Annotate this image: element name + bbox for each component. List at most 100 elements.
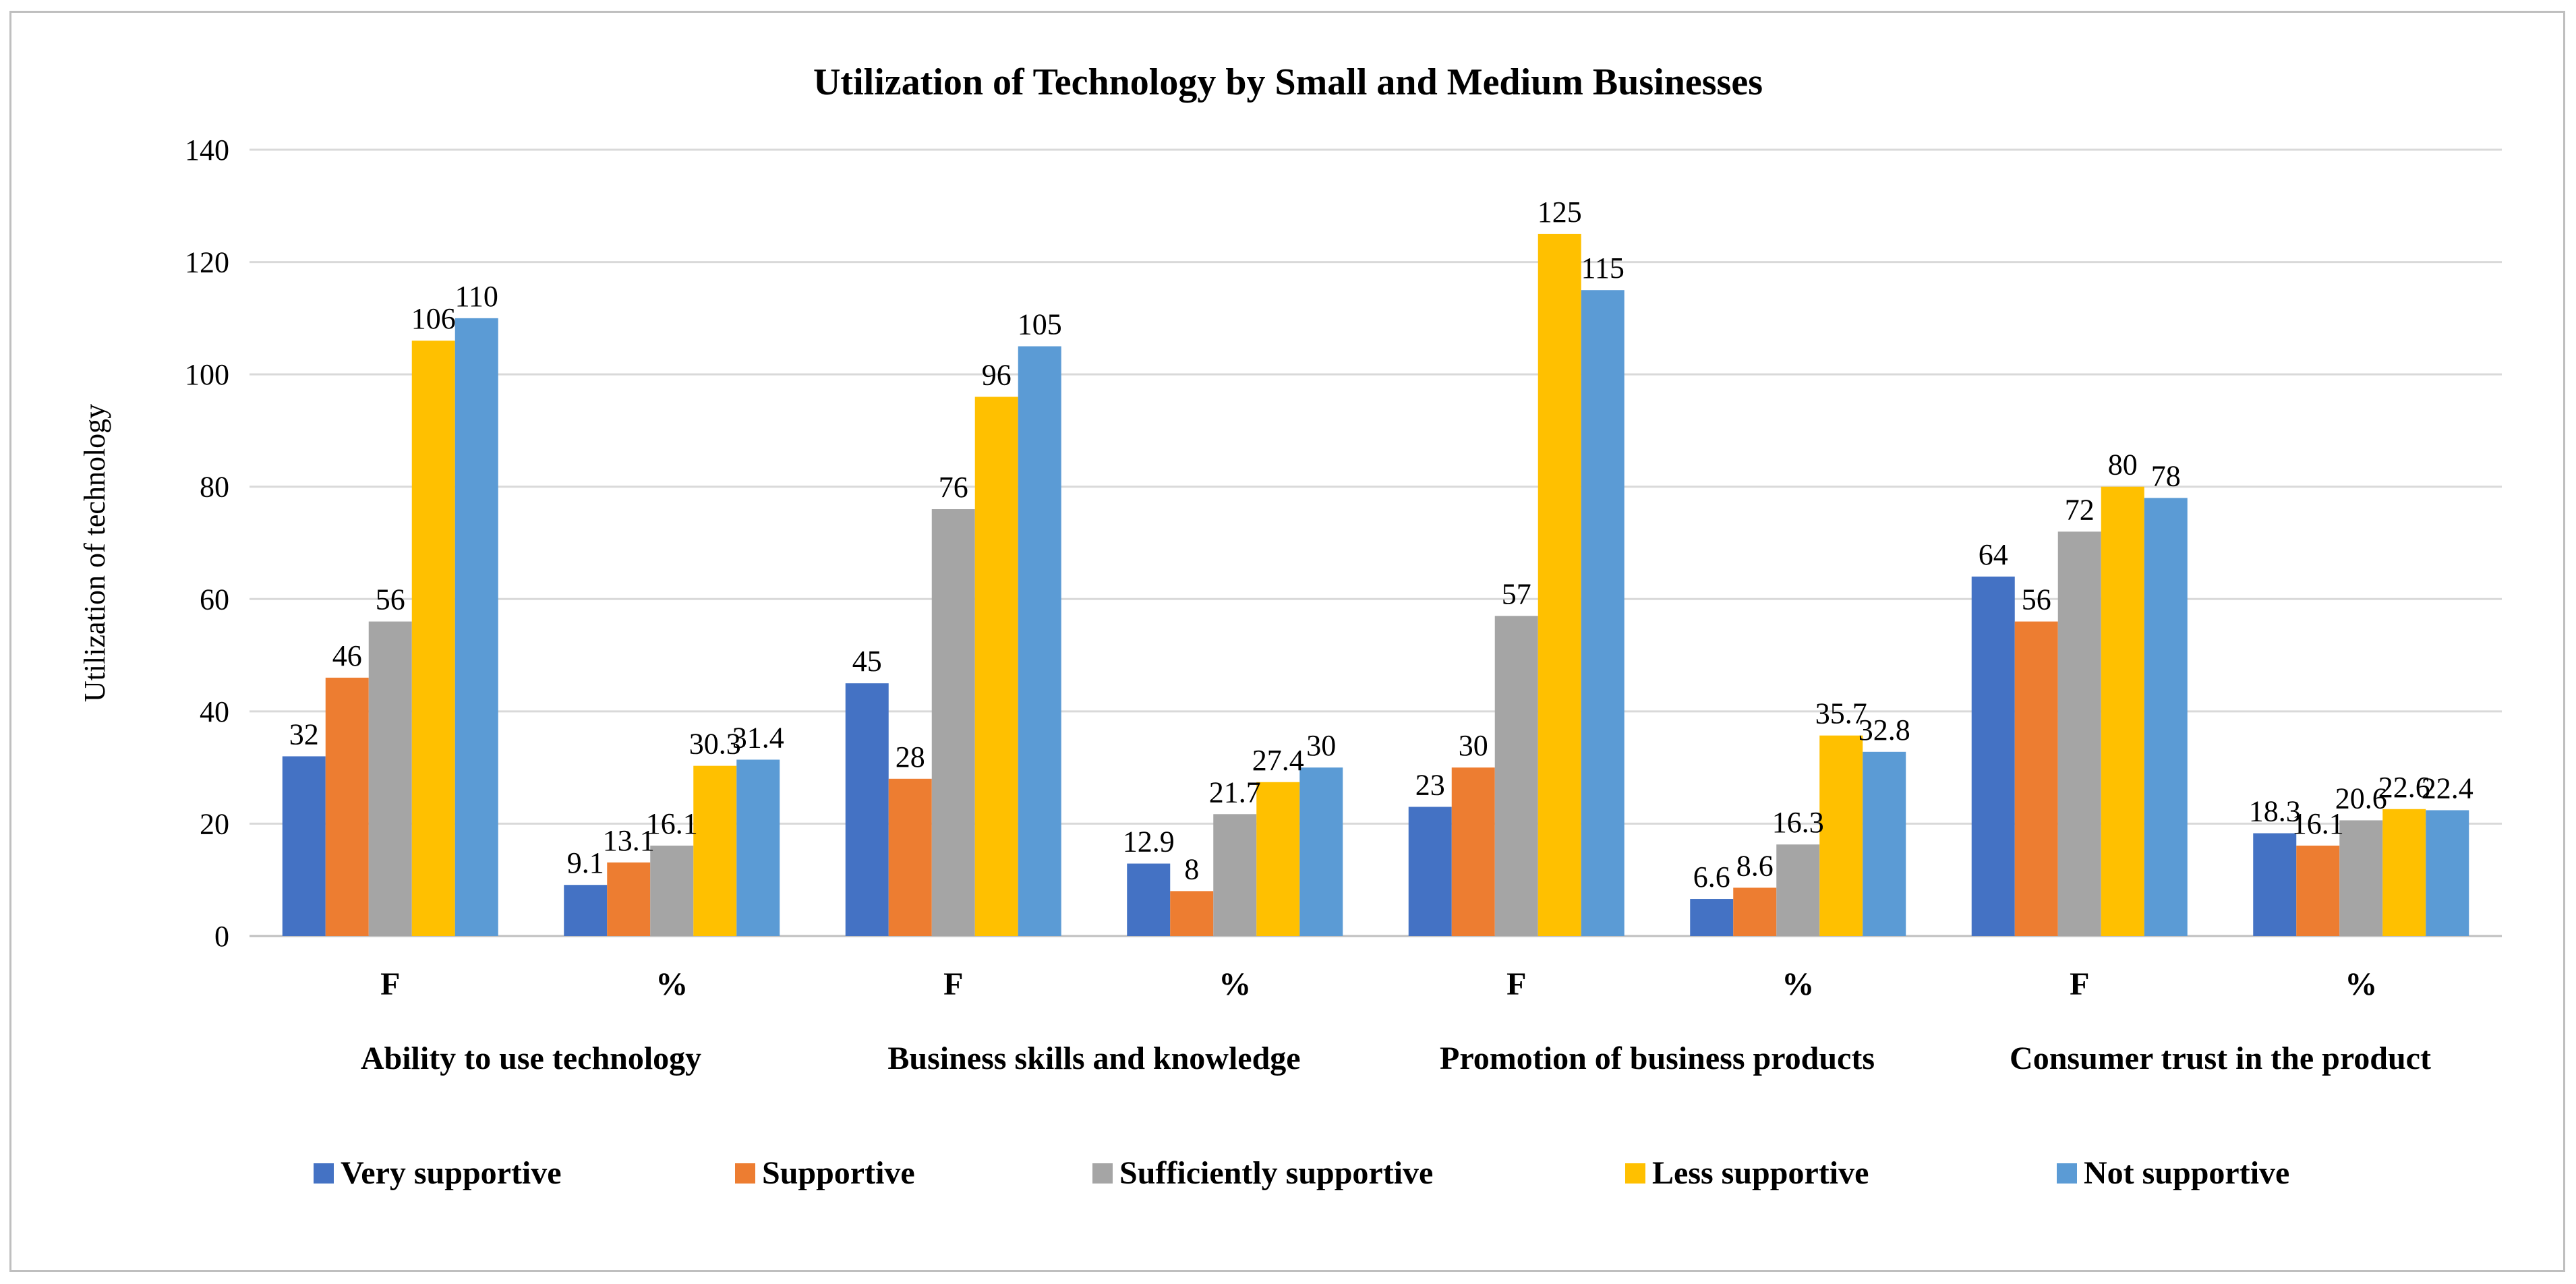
bar bbox=[1581, 290, 1624, 936]
bar bbox=[1018, 346, 1061, 936]
bar bbox=[1127, 863, 1171, 936]
legend-swatch bbox=[1625, 1163, 1645, 1184]
bar bbox=[1213, 814, 1257, 936]
y-tick-label: 80 bbox=[200, 471, 229, 504]
legend-label: Very supportive bbox=[341, 1155, 562, 1191]
y-tick-label: 60 bbox=[200, 583, 229, 616]
data-label: 16.1 bbox=[2292, 807, 2344, 840]
bar bbox=[2426, 810, 2469, 936]
bar bbox=[1451, 767, 1495, 936]
legend-label: Supportive bbox=[762, 1155, 915, 1191]
bar bbox=[1256, 782, 1300, 936]
data-label: 45 bbox=[852, 645, 882, 678]
x-tick-label: % bbox=[2345, 966, 2377, 1002]
x-tick-label: F bbox=[943, 966, 963, 1002]
bar bbox=[2339, 820, 2383, 936]
data-label: 125 bbox=[1538, 196, 1582, 229]
legend-label: Sufficiently supportive bbox=[1119, 1155, 1433, 1191]
x-group-label: Promotion of business products bbox=[1440, 1041, 1875, 1076]
bar bbox=[1494, 616, 1538, 936]
bar bbox=[368, 621, 412, 936]
legend-label: Less supportive bbox=[1652, 1155, 1869, 1191]
data-label: 56 bbox=[376, 583, 405, 616]
data-label: 30 bbox=[1459, 729, 1488, 762]
bar bbox=[2382, 809, 2426, 936]
x-group-label: Business skills and knowledge bbox=[887, 1041, 1300, 1076]
x-group-label: Consumer trust in the product bbox=[2010, 1041, 2431, 1076]
y-axis-label: Utilization of technology bbox=[78, 404, 111, 702]
data-label: 57 bbox=[1502, 577, 1531, 610]
data-label: 105 bbox=[1018, 308, 1062, 341]
bar bbox=[1538, 233, 1581, 936]
bar bbox=[325, 677, 369, 936]
data-label: 13.1 bbox=[603, 824, 655, 857]
bar bbox=[974, 397, 1018, 936]
x-tick-label: F bbox=[1506, 966, 1526, 1002]
bar bbox=[2057, 531, 2101, 936]
bar bbox=[1733, 887, 1777, 936]
legend-swatch bbox=[314, 1163, 334, 1184]
data-label: 46 bbox=[332, 639, 362, 672]
data-label: 30.3 bbox=[689, 728, 741, 761]
bar bbox=[1819, 735, 1863, 936]
bar bbox=[2144, 498, 2188, 936]
data-label: 21.7 bbox=[1209, 776, 1261, 809]
bar bbox=[2253, 833, 2297, 936]
bar bbox=[1408, 807, 1452, 936]
x-axis-groups: Ability to use technology Business skills… bbox=[361, 1041, 2431, 1076]
x-tick-label: F bbox=[2070, 966, 2089, 1002]
legend-swatch bbox=[735, 1163, 755, 1184]
x-group-label: Ability to use technology bbox=[361, 1041, 701, 1076]
chart-title: Utilization of Technology by Small and M… bbox=[813, 61, 1763, 103]
data-label: 78 bbox=[2151, 459, 2181, 492]
data-label: 22.4 bbox=[2422, 771, 2473, 805]
data-label: 30 bbox=[1306, 729, 1336, 762]
bar bbox=[1971, 576, 2015, 936]
bar bbox=[693, 765, 737, 936]
y-tick-label: 140 bbox=[185, 134, 229, 167]
legend-swatch bbox=[1092, 1163, 1113, 1184]
x-axis-categories: F% F% F% F% bbox=[380, 966, 2377, 1002]
data-label: 80 bbox=[2108, 448, 2138, 482]
data-label: 106 bbox=[411, 302, 456, 335]
data-label: 23 bbox=[1415, 768, 1445, 801]
data-label: 32 bbox=[289, 718, 319, 751]
bar bbox=[455, 318, 498, 936]
y-tick-label: 0 bbox=[214, 920, 229, 953]
x-tick-label: % bbox=[1782, 966, 1814, 1002]
y-tick-label: 120 bbox=[185, 246, 229, 279]
data-label: 27.4 bbox=[1252, 744, 1304, 777]
bar bbox=[736, 759, 780, 936]
y-tick-label: 40 bbox=[200, 695, 229, 728]
legend: Very supportive Supportive Sufficiently su… bbox=[314, 1155, 2289, 1191]
bars bbox=[282, 233, 2469, 937]
data-label: 12.9 bbox=[1123, 825, 1175, 858]
bar bbox=[2014, 621, 2058, 936]
bar bbox=[607, 862, 651, 936]
x-tick-label: % bbox=[655, 966, 688, 1002]
bar bbox=[650, 845, 694, 936]
y-tick-label: 20 bbox=[200, 807, 229, 840]
data-label: 72 bbox=[2065, 493, 2095, 526]
data-label: 110 bbox=[455, 280, 498, 313]
bar bbox=[564, 885, 608, 936]
data-label: 76 bbox=[939, 471, 968, 504]
data-label: 6.6 bbox=[1693, 860, 1730, 894]
bar bbox=[1863, 751, 1906, 936]
x-tick-label: % bbox=[1219, 966, 1251, 1002]
data-label: 16.1 bbox=[646, 807, 698, 840]
bar bbox=[411, 341, 455, 937]
legend-label: Not supportive bbox=[2084, 1155, 2289, 1191]
bar bbox=[2101, 486, 2144, 936]
bar bbox=[931, 509, 975, 936]
data-label: 96 bbox=[982, 358, 1012, 391]
legend-swatch bbox=[2057, 1163, 2077, 1184]
data-label: 35.7 bbox=[1815, 697, 1867, 730]
data-label: 32.8 bbox=[1858, 713, 1910, 747]
bar bbox=[888, 778, 932, 936]
data-label: 28 bbox=[896, 740, 925, 774]
data-label: 64 bbox=[1979, 538, 2008, 571]
data-label: 115 bbox=[1581, 252, 1624, 285]
data-label: 9.1 bbox=[567, 846, 604, 879]
